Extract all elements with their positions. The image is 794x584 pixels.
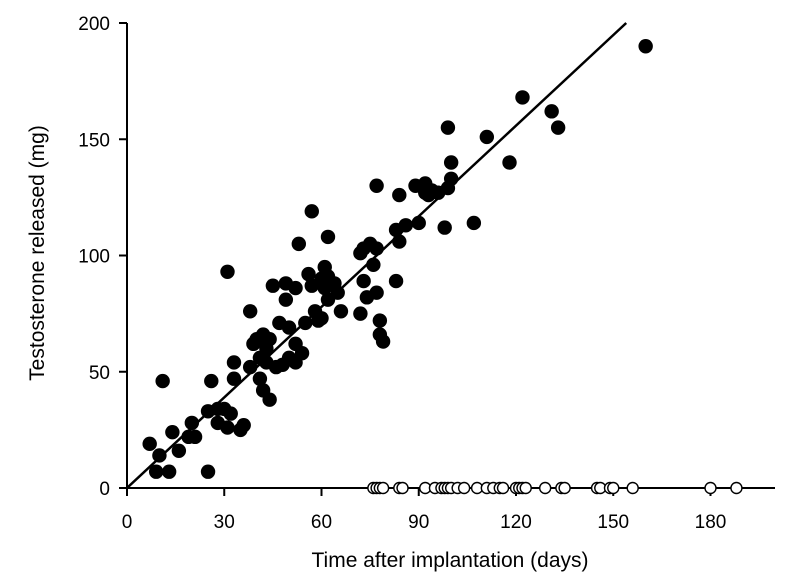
x-axis-title: Time after implantation (days) <box>312 549 589 572</box>
x-tick-label: 30 <box>214 512 235 533</box>
filled-data-point <box>291 236 307 252</box>
x-tick-label: 90 <box>408 512 429 533</box>
filled-data-point <box>171 443 187 458</box>
filled-data-point <box>502 155 517 170</box>
filled-data-point <box>220 420 235 435</box>
filled-data-point <box>200 464 216 479</box>
filled-data-point <box>155 373 170 389</box>
filled-data-point <box>242 304 258 319</box>
filled-data-point <box>411 215 426 231</box>
filled-data-point <box>298 315 313 331</box>
filled-data-point <box>262 332 277 347</box>
filled-data-point <box>252 371 268 386</box>
open-data-point <box>558 481 571 495</box>
open-data-point <box>704 481 717 495</box>
filled-data-point <box>304 204 319 219</box>
filled-points-series <box>142 39 653 479</box>
filled-data-point <box>392 234 407 249</box>
filled-data-point <box>515 90 530 105</box>
filled-data-point <box>369 178 384 193</box>
open-data-point <box>457 481 471 495</box>
filled-data-point <box>204 373 219 389</box>
x-tick-label: 120 <box>500 512 532 533</box>
filled-data-point <box>443 155 459 170</box>
open-data-point <box>376 481 390 495</box>
x-tick-label: 60 <box>311 512 332 533</box>
filled-data-point <box>544 104 559 119</box>
filled-data-point <box>187 429 203 445</box>
y-axis-title: Testosterone released (mg) <box>26 125 49 381</box>
filled-data-point <box>242 359 258 375</box>
filled-data-point <box>314 311 329 326</box>
filled-data-point <box>550 120 566 135</box>
filled-data-point <box>220 264 235 279</box>
filled-data-point <box>226 371 242 386</box>
filled-data-point <box>262 392 277 407</box>
filled-data-point <box>142 436 157 452</box>
filled-data-point <box>165 425 180 440</box>
filled-data-point <box>236 418 251 433</box>
filled-data-point <box>281 320 297 335</box>
filled-data-point <box>440 120 456 135</box>
filled-data-point <box>184 415 200 431</box>
filled-data-point <box>148 464 164 479</box>
filled-data-point <box>356 273 371 289</box>
filled-data-point <box>638 39 653 54</box>
y-tick-label: 0 <box>99 479 110 500</box>
open-data-point <box>519 481 532 495</box>
y-tick-label: 150 <box>78 130 110 151</box>
open-data-point <box>396 481 409 495</box>
filled-data-point <box>288 280 303 296</box>
open-data-point <box>538 481 552 495</box>
open-data-point <box>607 481 620 495</box>
x-ticks: 0 30 60 90 120 150 180 <box>122 488 727 533</box>
filled-data-point <box>366 257 381 272</box>
y-tick-label: 200 <box>78 14 110 35</box>
filled-data-point <box>466 215 482 231</box>
filled-data-point <box>294 345 310 361</box>
filled-data-point <box>330 285 345 300</box>
filled-data-point <box>398 218 413 233</box>
open-data-point <box>626 481 639 495</box>
filled-data-point <box>353 306 368 321</box>
filled-data-point <box>161 464 177 479</box>
x-tick-label: 0 <box>122 512 133 533</box>
filled-data-point <box>333 304 349 319</box>
filled-data-point <box>226 355 242 370</box>
filled-data-point <box>372 313 388 328</box>
axes <box>126 23 775 489</box>
filled-data-point <box>375 334 391 349</box>
filled-data-point <box>443 171 459 186</box>
filled-data-point <box>223 406 238 421</box>
filled-data-point <box>388 273 404 289</box>
y-ticks: 0 50 100 150 200 <box>78 14 127 500</box>
y-tick-label: 100 <box>78 247 110 268</box>
filled-data-point <box>369 241 384 256</box>
filled-data-point <box>278 292 294 307</box>
filled-data-point <box>437 220 452 235</box>
filled-data-point <box>301 266 316 282</box>
filled-data-point <box>369 285 384 300</box>
filled-data-point <box>320 229 336 245</box>
open-data-point <box>496 481 510 495</box>
open-points-series <box>367 481 743 495</box>
y-tick-label: 50 <box>89 363 110 384</box>
open-data-point <box>730 481 743 495</box>
filled-data-point <box>392 187 407 203</box>
x-tick-label: 150 <box>597 512 629 533</box>
filled-data-point <box>152 448 167 463</box>
filled-data-point <box>265 278 281 293</box>
x-tick-label: 180 <box>695 512 727 533</box>
filled-data-point <box>479 129 495 145</box>
